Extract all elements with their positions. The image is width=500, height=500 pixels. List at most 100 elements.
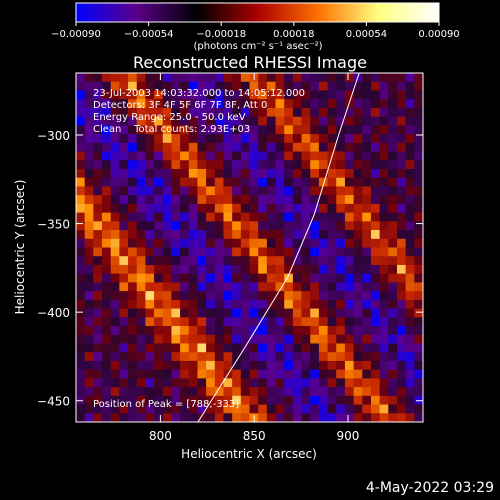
heatmap-cell [405, 256, 415, 266]
heatmap-cell [414, 151, 423, 161]
heatmap-cell [284, 212, 294, 222]
heatmap-cell [76, 343, 86, 353]
heatmap-cell [310, 203, 320, 214]
heatmap-cell [154, 264, 164, 275]
heatmap-cell [362, 73, 372, 83]
heatmap-cell [162, 168, 173, 179]
heatmap-cell [171, 221, 181, 231]
heatmap-cell [353, 168, 363, 179]
heatmap-cell [197, 369, 207, 379]
heatmap-cell [301, 308, 311, 318]
heatmap-cell [119, 99, 129, 109]
heatmap-cell [119, 81, 129, 92]
heatmap-cell [344, 186, 355, 196]
heatmap-cell [102, 99, 112, 109]
heatmap-cell [362, 334, 372, 345]
heatmap-cell [327, 99, 337, 109]
heatmap-cell [197, 99, 207, 109]
heatmap-cell [266, 195, 277, 205]
heatmap-cell [154, 273, 164, 283]
heatmap-cell [327, 81, 337, 92]
heatmap-cell [162, 387, 173, 397]
heatmap-cell [93, 195, 103, 205]
heatmap-cell [414, 247, 423, 257]
heatmap-cell [93, 107, 103, 118]
heatmap-cell [102, 177, 112, 188]
heatmap-cell [362, 107, 372, 118]
heatmap-cell [249, 291, 259, 301]
heatmap-cell [353, 273, 363, 283]
heatmap-cell [275, 186, 285, 196]
heatmap-cell [136, 413, 147, 422]
heatmap-cell [171, 343, 181, 353]
heatmap-cell [102, 395, 112, 406]
heatmap-cell [362, 125, 372, 135]
heatmap-cell [318, 221, 329, 231]
heatmap-cell [266, 308, 277, 318]
heatmap-cell [188, 343, 199, 353]
heatmap-cell [327, 186, 337, 196]
heatmap-cell [197, 134, 207, 144]
heatmap-cell [388, 212, 398, 222]
heatmap-cell [136, 291, 147, 301]
heatmap-cell [292, 116, 303, 126]
heatmap-cell [232, 238, 242, 249]
heatmap-cell [145, 195, 155, 205]
heatmap-cell [318, 203, 329, 214]
heatmap-cell [301, 73, 311, 83]
colorbar-tick-label: 0.00054 [346, 29, 387, 40]
heatmap-cell [223, 378, 233, 388]
heatmap-cell [292, 326, 303, 336]
heatmap-cell [414, 221, 423, 231]
heatmap-cell [102, 73, 112, 83]
heatmap-cell [266, 221, 277, 231]
heatmap-cell [301, 90, 311, 100]
heatmap-cell [93, 308, 103, 318]
heatmap-cell [84, 186, 94, 196]
heatmap-cell [206, 308, 216, 318]
heatmap-cell [180, 73, 190, 83]
heatmap-cell [240, 308, 251, 318]
heatmap-cell [197, 404, 207, 414]
heatmap-cell [197, 125, 207, 135]
heatmap-cell [379, 404, 389, 414]
heatmap-cell [362, 282, 372, 292]
heatmap-cell [197, 282, 207, 292]
heatmap-cell [145, 291, 155, 301]
heatmap-cell [180, 256, 190, 266]
heatmap-cell [76, 413, 86, 422]
heatmap-cell [214, 378, 225, 388]
heatmap-cell [396, 369, 407, 379]
heatmap-cell [353, 343, 363, 353]
heatmap-cell [128, 116, 138, 126]
heatmap-cell [206, 317, 216, 327]
heatmap-cell [240, 247, 251, 257]
heatmap-cell [223, 334, 233, 345]
heatmap-cell [353, 203, 363, 214]
heatmap-cell [379, 352, 389, 362]
heatmap-cell [336, 378, 346, 388]
heatmap-cell [93, 291, 103, 301]
heatmap-cell [370, 160, 381, 170]
heatmap-cell [128, 360, 138, 371]
heatmap-cell [128, 177, 138, 188]
heatmap-cell [102, 334, 112, 345]
heatmap-cell [214, 273, 225, 283]
heatmap-cell [102, 352, 112, 362]
heatmap-cell [258, 186, 268, 196]
heatmap-cell [258, 160, 268, 170]
heatmap-cell [396, 134, 407, 144]
heatmap-cell [102, 343, 112, 353]
heatmap-cell [284, 352, 294, 362]
plot-frame [75, 72, 424, 423]
heatmap-cell [232, 395, 242, 406]
heatmap-cell [180, 299, 190, 310]
heatmap-cell [258, 395, 268, 406]
heatmap-cell [318, 73, 329, 83]
heatmap-cell [136, 343, 147, 353]
heatmap-cell [370, 360, 381, 371]
heatmap-cell [310, 308, 320, 318]
heatmap-cell [284, 134, 294, 144]
heatmap-cell [336, 360, 346, 371]
heatmap-cell [197, 273, 207, 283]
